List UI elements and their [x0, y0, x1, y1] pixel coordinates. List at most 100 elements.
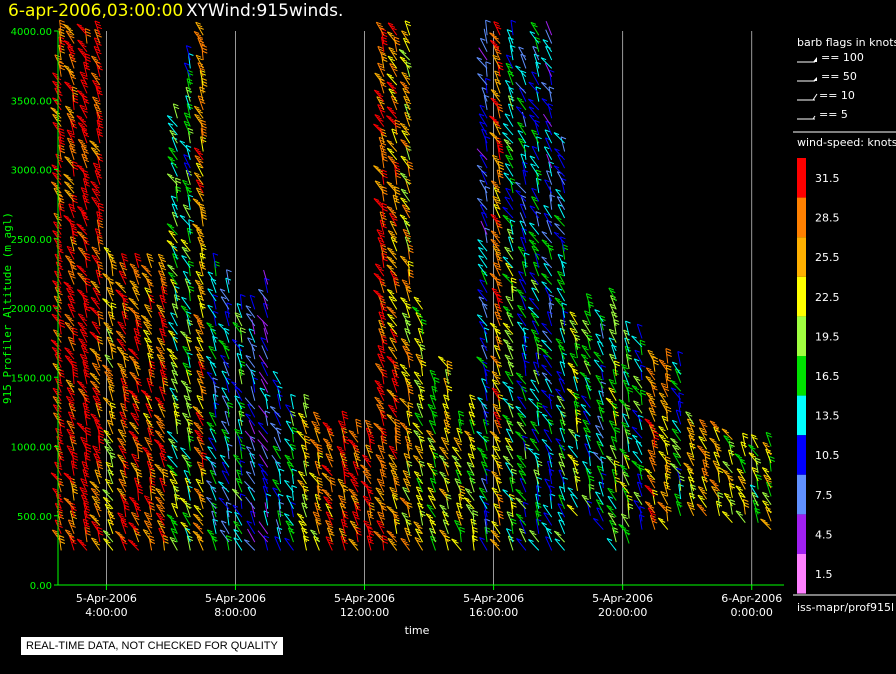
wind-barb — [481, 129, 488, 144]
wind-barb-flag — [85, 280, 91, 284]
wind-barb-flag — [144, 332, 151, 335]
wind-barb — [219, 529, 230, 543]
wind-barb-flag — [64, 181, 70, 185]
wind-barb-flag — [506, 356, 512, 360]
wind-barb-flag — [194, 105, 200, 109]
wind-barb — [504, 371, 514, 385]
wind-barb — [287, 527, 294, 543]
wind-barb-flag — [141, 272, 148, 276]
wind-barb — [63, 281, 75, 294]
wind-barb — [72, 94, 75, 110]
wind-barb-flag — [393, 475, 399, 479]
wind-barb-flag — [393, 36, 400, 40]
wind-barb-flag — [379, 392, 385, 396]
wind-barb-flag — [70, 209, 77, 213]
wind-barb — [425, 513, 436, 526]
wind-barb-flag — [377, 294, 383, 298]
wind-barb — [451, 455, 462, 468]
wind-barb-flag — [147, 408, 154, 412]
wind-barb-flag — [129, 421, 135, 425]
wind-barb-flag — [232, 504, 239, 508]
wind-barb — [83, 302, 88, 318]
wind-barb-flag — [272, 487, 278, 491]
wind-barb — [231, 488, 243, 501]
wind-barb-flag — [79, 104, 85, 108]
wind-barb — [181, 296, 191, 310]
wind-barb — [373, 272, 385, 285]
wind-barb — [443, 419, 449, 435]
wind-barb — [415, 353, 424, 368]
wind-barb — [479, 104, 488, 119]
wind-barb-flag — [386, 115, 392, 119]
wind-barb — [519, 203, 527, 219]
wind-barb-flag — [78, 338, 84, 341]
wind-barb — [451, 538, 462, 551]
wind-barb — [517, 396, 527, 410]
wind-barb — [363, 520, 372, 535]
wind-barb-flag — [123, 258, 129, 262]
wind-barb — [387, 155, 398, 169]
wind-barb-flag — [78, 138, 84, 142]
wind-barb-flag — [85, 516, 91, 520]
wind-barb — [198, 361, 204, 377]
wind-barb-flag — [272, 479, 278, 482]
wind-barb — [146, 253, 153, 268]
wind-barb-flag — [425, 513, 432, 517]
wind-barb-flag — [196, 187, 202, 191]
wind-barb-flag — [315, 505, 321, 509]
wind-barb — [493, 121, 501, 136]
wind-barb-flag — [84, 513, 90, 517]
wind-barb-flag — [168, 330, 174, 334]
wind-barb-flag — [518, 457, 524, 461]
wind-barb — [316, 444, 320, 460]
wind-barb-flag — [380, 350, 386, 354]
wind-barb — [443, 427, 449, 443]
wind-barb — [406, 410, 411, 426]
wind-barb-flag — [195, 424, 201, 428]
wind-barb — [227, 402, 230, 418]
wind-barb-flag — [375, 200, 382, 204]
wind-barb-flag — [194, 532, 201, 536]
wind-barb-flag — [194, 155, 201, 159]
wind-barb — [77, 122, 88, 136]
wind-barb-flag — [249, 294, 256, 298]
wind-barb-flag — [145, 439, 152, 443]
wind-barb — [543, 205, 553, 219]
wind-barb — [494, 303, 501, 318]
wind-barb — [504, 163, 514, 177]
wind-barb-flag — [389, 540, 395, 544]
wind-barb-flag — [389, 486, 395, 490]
wind-barb-flag — [70, 416, 76, 420]
wind-barb-flag — [84, 183, 91, 187]
wind-barb-flag — [535, 211, 542, 215]
wind-barb-flag — [210, 348, 216, 352]
wind-barb-flag — [79, 208, 85, 212]
wind-barb-flag — [378, 77, 384, 81]
wind-barb — [391, 494, 398, 509]
wind-barb — [155, 504, 165, 518]
wind-barb-flag — [156, 504, 162, 507]
wind-barb-flag — [399, 363, 406, 367]
wind-barb — [89, 331, 101, 343]
wind-barb-flag — [106, 368, 112, 372]
wind-barb — [479, 38, 488, 53]
wind-barb-flag — [548, 302, 555, 306]
wind-barb-flag — [153, 414, 160, 418]
wind-barb — [198, 286, 204, 302]
wind-barb-flag — [379, 322, 385, 326]
wind-barb — [262, 477, 269, 493]
wind-barb-flag — [284, 438, 290, 442]
wind-barb — [169, 470, 178, 485]
wind-barb — [478, 296, 488, 310]
wind-barb — [64, 181, 75, 194]
wind-barb-flag — [368, 491, 374, 495]
wind-barb — [445, 494, 449, 509]
wind-barb-flag — [72, 161, 78, 164]
wind-barb-flag — [380, 142, 387, 146]
wind-barb-flag — [470, 397, 476, 401]
wind-barb-flag — [132, 393, 138, 397]
wind-barb — [548, 469, 553, 484]
wind-barb — [478, 487, 488, 501]
wind-barb — [544, 137, 553, 152]
wind-barb-flag — [390, 91, 396, 94]
